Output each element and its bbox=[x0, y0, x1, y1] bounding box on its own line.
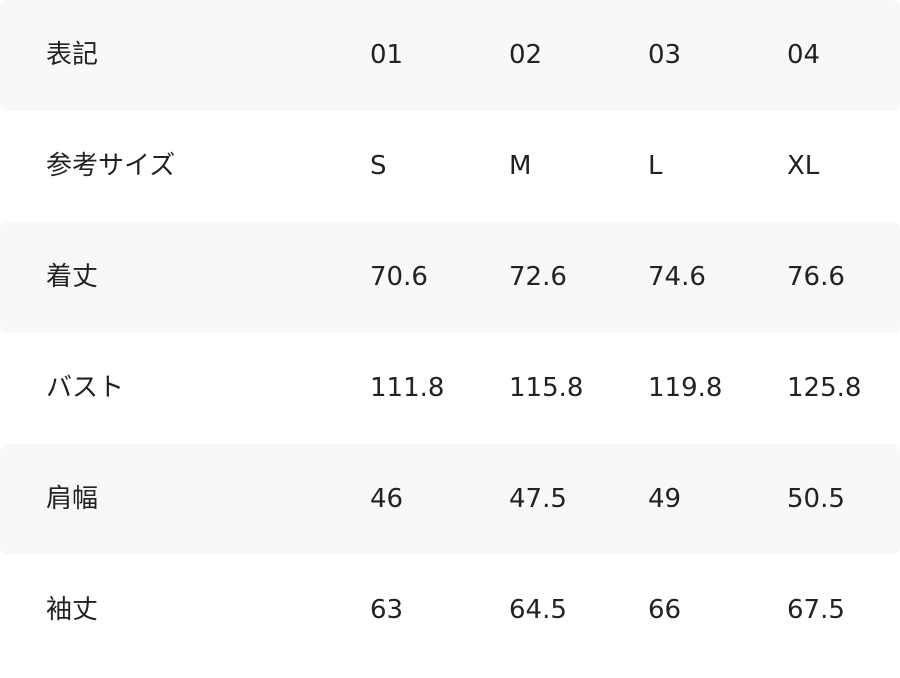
table-cell: 64.5 bbox=[509, 595, 567, 625]
table-cell: L bbox=[648, 151, 663, 181]
table-cell: 04 bbox=[787, 40, 821, 70]
table-cell: 49 bbox=[648, 484, 682, 514]
table-cell: 76.6 bbox=[787, 262, 845, 292]
table-cell: 47.5 bbox=[509, 484, 567, 514]
table-cell: 125.8 bbox=[787, 373, 862, 403]
table-cell: 72.6 bbox=[509, 262, 567, 292]
table-cell: 67.5 bbox=[787, 595, 845, 625]
table-cell: 63 bbox=[370, 595, 404, 625]
table-cell: 46 bbox=[370, 484, 404, 514]
table-row-sleeve-length: 袖丈 63 64.5 66 67.5 bbox=[0, 555, 900, 666]
table-cell: 03 bbox=[648, 40, 682, 70]
table-cell: 119.8 bbox=[648, 373, 723, 403]
row-label: 参考サイズ bbox=[46, 151, 176, 181]
row-label: 表記 bbox=[46, 40, 99, 70]
table-cell: 111.8 bbox=[370, 373, 445, 403]
table-cell: 74.6 bbox=[648, 262, 706, 292]
table-row-bust: バスト 111.8 115.8 119.8 125.8 bbox=[0, 333, 900, 444]
table-cell: M bbox=[509, 151, 532, 181]
table-cell: 66 bbox=[648, 595, 682, 625]
row-label: 肩幅 bbox=[46, 484, 99, 514]
table-row-notation: 表記 01 02 03 04 bbox=[0, 0, 900, 111]
table-cell: 115.8 bbox=[509, 373, 584, 403]
row-label: 着丈 bbox=[46, 262, 99, 292]
table-cell: 02 bbox=[509, 40, 543, 70]
table-cell: 01 bbox=[370, 40, 404, 70]
row-label: バスト bbox=[46, 373, 125, 403]
table-cell: 70.6 bbox=[370, 262, 428, 292]
table-cell: S bbox=[370, 151, 387, 181]
table-row-length: 着丈 70.6 72.6 74.6 76.6 bbox=[0, 222, 900, 333]
table-cell: 50.5 bbox=[787, 484, 845, 514]
table-row-shoulder-width: 肩幅 46 47.5 49 50.5 bbox=[0, 444, 900, 555]
row-label: 袖丈 bbox=[46, 595, 99, 625]
table-cell: XL bbox=[787, 151, 820, 181]
table-row-reference-size: 参考サイズ S M L XL bbox=[0, 111, 900, 222]
